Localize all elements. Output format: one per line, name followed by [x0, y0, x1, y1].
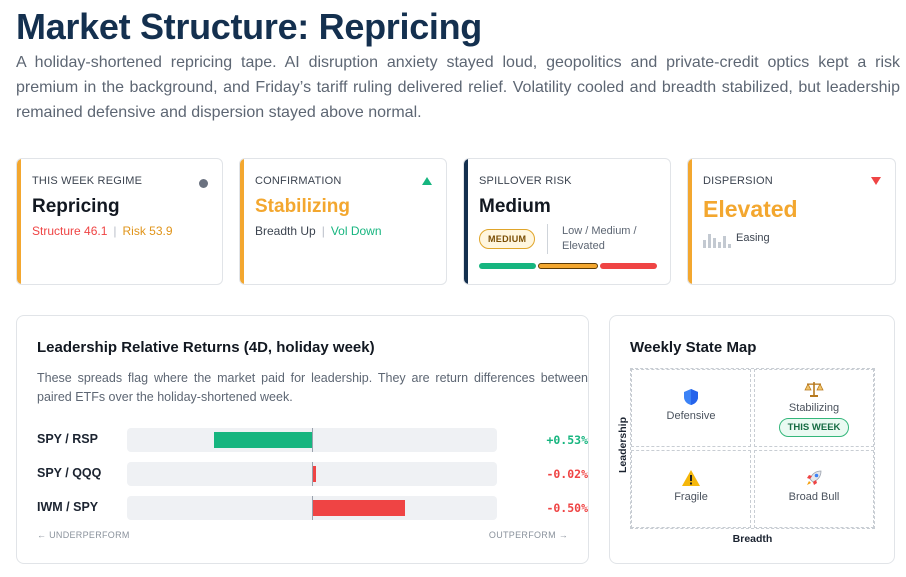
dispersion-trend: Easing — [736, 232, 770, 244]
leadership-description: These spreads flag where the market paid… — [37, 371, 588, 404]
dispersion-card: DISPERSION Elevated Easing — [687, 158, 896, 285]
breadth-status: Breadth Up — [255, 224, 316, 238]
zero-line — [312, 428, 313, 452]
leadership-title: Leadership Relative Returns (4D, holiday… — [37, 339, 375, 356]
relative-return-row: SPY / QQQ -0.02% — [37, 462, 588, 486]
state-grid: Defensive Stabilizing THIS WEEK Fragile … — [630, 368, 875, 529]
regime-card: THIS WEEK REGIME Repricing Structure 46.… — [16, 158, 223, 285]
zero-line — [312, 462, 313, 486]
fragile-label: Fragile — [674, 491, 708, 503]
bar-track — [127, 462, 497, 486]
vol-status: Vol Down — [330, 224, 382, 238]
triangle-up-icon — [422, 177, 432, 188]
quadrant-fragile: Fragile — [631, 450, 751, 528]
pair-label: SPY / RSP — [37, 432, 98, 446]
return-value: -0.50% — [546, 501, 588, 515]
quadrant-defensive: Defensive — [631, 369, 751, 447]
spillover-level-badge: MEDIUM — [479, 229, 536, 249]
state-map-panel: Weekly State Map Leadership Defensive St… — [609, 315, 895, 564]
regime-accent-bar — [17, 159, 21, 284]
structure-score: Structure 46.1 — [32, 224, 108, 238]
page-title: Market Structure: Repricing — [16, 6, 482, 47]
quadrant-broad-bull: Broad Bull — [754, 450, 874, 528]
status-dot-icon — [199, 179, 208, 191]
confirmation-value: Stabilizing — [255, 196, 350, 217]
this-week-badge: THIS WEEK — [778, 418, 850, 437]
spillover-accent-bar — [464, 159, 468, 284]
warning-icon — [632, 469, 750, 487]
zero-line — [312, 496, 313, 520]
bar-chart-icon — [703, 232, 731, 248]
scale-low-segment — [479, 263, 537, 269]
balance-scale-icon — [755, 380, 873, 398]
outperform-label: OUTPERFORM → — [488, 530, 568, 540]
relative-return-row: IWM / SPY -0.50% — [37, 496, 588, 520]
confirmation-card: CONFIRMATION Stabilizing Breadth Up | Vol … — [239, 158, 447, 285]
stabilizing-label: Stabilizing — [788, 402, 840, 414]
return-bar — [312, 500, 405, 516]
return-bar — [312, 466, 316, 482]
leadership-panel: Leadership Relative Returns (4D, holiday… — [16, 315, 589, 564]
return-bar — [213, 432, 312, 448]
shield-icon — [632, 388, 750, 406]
risk-score: Risk 53.9 — [122, 224, 173, 238]
confirmation-accent-bar — [240, 159, 244, 284]
regime-card-title: THIS WEEK REGIME — [32, 175, 143, 187]
underperform-label: ← UNDERPERFORM — [37, 530, 130, 540]
state-map-title: Weekly State Map — [630, 339, 757, 356]
spillover-card-title: SPILLOVER RISK — [479, 175, 572, 187]
spillover-card: SPILLOVER RISK Medium MEDIUM Low / Mediu… — [463, 158, 671, 285]
pair-label: IWM / SPY — [37, 500, 99, 514]
spillover-scale-note: Low / Medium / Elevated — [547, 224, 657, 254]
confirmation-card-title: CONFIRMATION — [255, 175, 342, 187]
breadth-axis-label: Breadth — [732, 533, 773, 545]
spillover-scale-bar — [479, 263, 657, 269]
dispersion-value: Elevated — [703, 196, 798, 222]
return-value: -0.02% — [546, 467, 588, 481]
bar-track — [127, 428, 497, 452]
quadrant-stabilizing: Stabilizing THIS WEEK — [754, 369, 874, 447]
scale-medium-segment — [538, 263, 598, 269]
regime-value: Repricing — [32, 196, 120, 217]
broad-bull-label: Broad Bull — [788, 491, 840, 503]
triangle-down-icon — [871, 177, 881, 188]
rocket-icon — [755, 469, 873, 487]
relative-return-row: SPY / RSP +0.53% — [37, 428, 588, 452]
dispersion-card-title: DISPERSION — [703, 175, 773, 187]
scale-elevated-segment — [599, 263, 657, 269]
pair-label: SPY / QQQ — [37, 466, 102, 480]
defensive-label: Defensive — [666, 410, 716, 422]
leadership-axis-label: Leadership — [617, 416, 629, 474]
intro-paragraph: A holiday-shortened repricing tape. AI d… — [16, 54, 900, 121]
return-value: +0.53% — [546, 433, 588, 447]
spillover-value: Medium — [479, 196, 551, 217]
dispersion-accent-bar — [688, 159, 692, 284]
regime-metrics: Structure 46.1 | Risk 53.9 — [32, 224, 173, 238]
bar-track — [127, 496, 497, 520]
confirmation-metrics: Breadth Up | Vol Down — [255, 224, 382, 238]
